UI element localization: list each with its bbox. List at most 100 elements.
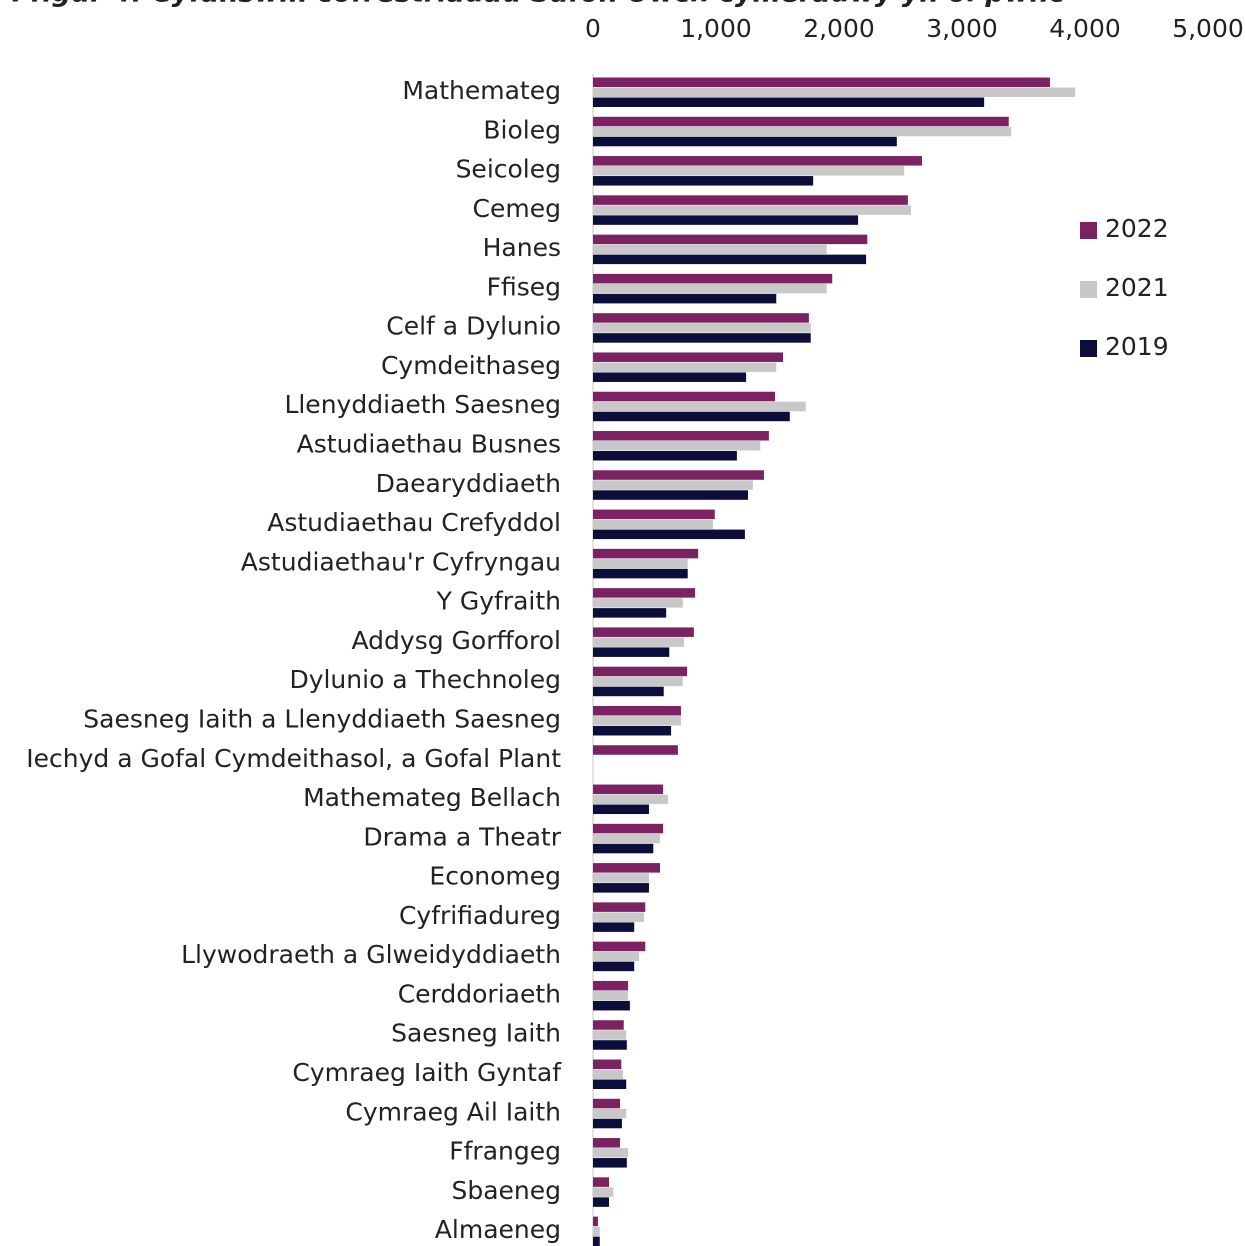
y-tick-label: Seicoleg xyxy=(456,155,561,184)
y-tick-label: Astudiaethau Crefyddol xyxy=(267,508,561,537)
bar xyxy=(593,293,777,304)
y-tick-label: Almaeneg xyxy=(435,1215,561,1244)
x-tick-label: 4,000 xyxy=(1049,14,1121,43)
bar xyxy=(593,97,985,107)
y-tick-label: Cyfrifiadureg xyxy=(399,901,561,930)
bar xyxy=(593,1118,622,1129)
x-tick-label: 5,000 xyxy=(1172,14,1244,43)
bar xyxy=(593,873,649,883)
y-tick-label: Saesneg Iaith xyxy=(391,1019,561,1048)
y-tick-label: Llenyddiaeth Saesneg xyxy=(284,390,561,419)
bar xyxy=(593,411,790,422)
bar xyxy=(593,990,629,1001)
bar xyxy=(593,470,764,480)
bar xyxy=(593,1187,614,1197)
bar xyxy=(593,244,827,255)
bar xyxy=(593,912,645,922)
y-tick-label: Addysg Gorfforol xyxy=(352,626,561,655)
bar xyxy=(593,372,747,382)
legend-label: 2019 xyxy=(1105,332,1169,361)
legend-swatch xyxy=(1080,222,1097,239)
bar xyxy=(593,451,737,461)
y-tick-label: Sbaeneg xyxy=(451,1176,561,1205)
bar xyxy=(593,961,635,972)
bar xyxy=(593,166,905,176)
bar xyxy=(593,598,683,608)
bar xyxy=(593,509,715,520)
bar xyxy=(593,1079,627,1089)
bar xyxy=(593,951,640,962)
bar xyxy=(593,548,699,559)
bar xyxy=(593,1138,621,1148)
y-tick-label: Daearyddiaeth xyxy=(376,469,561,498)
bar xyxy=(593,637,685,647)
bar xyxy=(593,558,688,569)
bar xyxy=(593,627,694,637)
legend-label: 2021 xyxy=(1105,273,1169,302)
y-tick-label: Astudiaethau'r Cyfryngau xyxy=(241,547,561,576)
bar xyxy=(593,568,688,579)
bar xyxy=(593,1216,598,1227)
bar xyxy=(593,273,833,284)
bar xyxy=(593,725,672,736)
y-tick-label: Ffrangeg xyxy=(449,1137,561,1166)
bar xyxy=(593,686,664,697)
bar xyxy=(593,431,769,441)
bar xyxy=(593,1030,627,1040)
y-tick-label: Cemeg xyxy=(473,194,561,223)
y-tick-label: Dylunio a Thechnoleg xyxy=(289,665,561,694)
bar xyxy=(593,391,776,402)
bar xyxy=(593,352,784,362)
legend-swatch xyxy=(1080,340,1097,357)
bar xyxy=(593,941,646,952)
y-tick-label: Ffiseg xyxy=(487,272,561,301)
bar xyxy=(593,323,811,333)
y-tick-label: Economeg xyxy=(429,862,561,891)
bar xyxy=(593,1098,621,1109)
y-tick-label: Cymraeg Iaith Gyntaf xyxy=(292,1058,562,1087)
legend-label: 2022 xyxy=(1105,214,1169,243)
y-tick-label: Mathemateg xyxy=(402,76,561,105)
bar xyxy=(593,1000,630,1011)
bar xyxy=(593,666,688,677)
bar xyxy=(593,784,664,795)
y-tick-label: Saesneg Iaith a Llenyddiaeth Saesneg xyxy=(83,704,561,733)
bar xyxy=(593,705,681,716)
bar xyxy=(593,1040,627,1050)
y-tick-label: Llywodraeth a Glweidyddiaeth xyxy=(181,940,561,969)
bar xyxy=(593,136,897,147)
bar xyxy=(593,922,635,932)
y-tick-label: Astudiaethau Busnes xyxy=(297,430,561,459)
bar xyxy=(593,529,745,540)
bar xyxy=(593,283,827,294)
y-tick-label: Cerddoriaeth xyxy=(398,979,561,1008)
bar xyxy=(593,116,1009,127)
bar xyxy=(593,1059,622,1069)
x-tick-label: 3,000 xyxy=(926,14,998,43)
bar xyxy=(593,156,923,166)
bar xyxy=(593,313,809,323)
y-tick-label: Bioleg xyxy=(483,115,561,144)
x-tick-label: 0 xyxy=(585,14,601,43)
y-tick-label: Cymdeithaseg xyxy=(381,351,561,380)
y-tick-label: Celf a Dylunio xyxy=(386,312,561,341)
bar xyxy=(593,176,814,186)
bar xyxy=(593,441,761,451)
bar xyxy=(593,715,681,726)
y-tick-label: Cymraeg Ail Iaith xyxy=(345,1097,561,1126)
x-tick-label: 1,000 xyxy=(680,14,752,43)
bar xyxy=(593,883,649,893)
bar xyxy=(593,490,748,500)
y-tick-label: Hanes xyxy=(483,233,561,262)
bar xyxy=(593,794,669,805)
legend-swatch xyxy=(1080,281,1097,298)
bar xyxy=(593,401,806,412)
bar xyxy=(593,519,713,530)
bar xyxy=(593,215,859,225)
bar xyxy=(593,362,777,372)
bar xyxy=(593,1158,627,1168)
bar xyxy=(593,676,683,687)
y-tick-label: Mathemateg Bellach xyxy=(303,783,561,812)
